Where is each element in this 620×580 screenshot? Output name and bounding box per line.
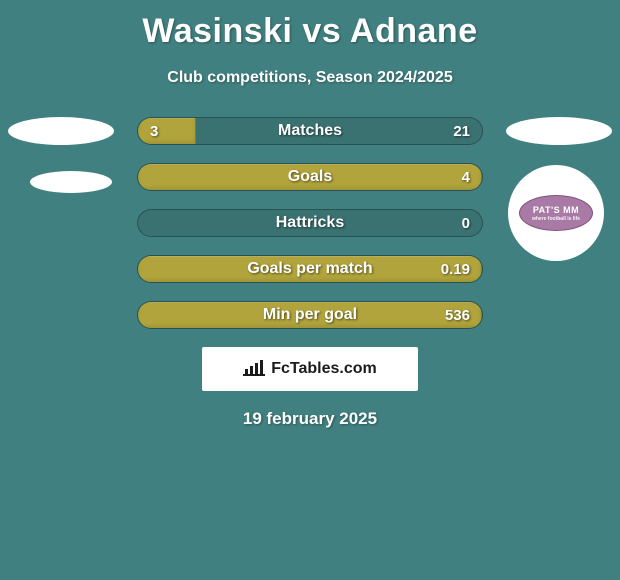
bar-fill-left bbox=[138, 256, 482, 282]
club-logo-text-bottom: where football is life bbox=[532, 216, 580, 222]
comparison-chart: PAT'S MM where football is life 321Match… bbox=[0, 117, 620, 329]
bar-fill-left bbox=[138, 302, 482, 328]
brand-chart-icon bbox=[243, 358, 265, 381]
brand-card: FcTables.com bbox=[202, 347, 418, 391]
stat-bar: 321Matches bbox=[137, 117, 483, 145]
brand-text: FcTables.com bbox=[271, 360, 377, 378]
club-logo-text-top: PAT'S MM bbox=[533, 205, 579, 215]
bar-fill-left bbox=[138, 118, 196, 144]
stat-bar: 0Hattricks bbox=[137, 209, 483, 237]
player-left-badge-2 bbox=[30, 171, 112, 193]
page-subtitle: Club competitions, Season 2024/2025 bbox=[0, 69, 620, 87]
stat-bar: 0.19Goals per match bbox=[137, 255, 483, 283]
page-title: Wasinski vs Adnane bbox=[0, 0, 620, 51]
footer-date: 19 february 2025 bbox=[0, 409, 620, 429]
player-right-club-badge: PAT'S MM where football is life bbox=[508, 165, 604, 261]
player-left-badge-1 bbox=[8, 117, 114, 145]
bar-fill-left bbox=[138, 164, 482, 190]
bar-value-right: 0 bbox=[462, 210, 470, 236]
bars-container: 321Matches 4Goals 0Hattricks 0.19Goals per … bbox=[137, 117, 483, 329]
brand-logo: FcTables.com bbox=[243, 358, 377, 381]
bar-value-right: 21 bbox=[453, 118, 470, 144]
stat-bar: 536Min per goal bbox=[137, 301, 483, 329]
bar-label: Hattricks bbox=[138, 210, 482, 236]
stat-bar: 4Goals bbox=[137, 163, 483, 191]
player-right-badge-1 bbox=[506, 117, 612, 145]
club-logo: PAT'S MM where football is life bbox=[519, 195, 593, 231]
